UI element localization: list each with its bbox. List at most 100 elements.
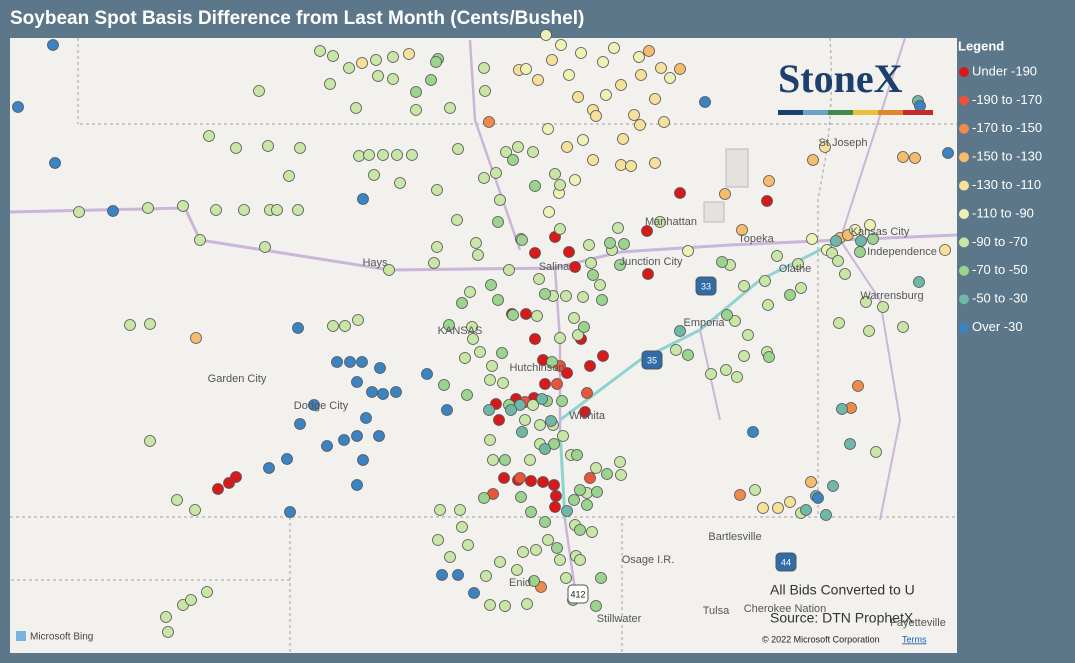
site-dot — [615, 79, 627, 91]
legend-label: -50 to -30 — [972, 291, 1028, 306]
site-dot — [805, 476, 817, 488]
site-dot — [492, 216, 504, 228]
site-dot — [569, 261, 581, 273]
site-dot — [390, 386, 402, 398]
site-dot — [443, 319, 455, 331]
site-dot — [833, 317, 845, 329]
site-dot — [643, 45, 655, 57]
map-background — [10, 38, 957, 653]
site-dot — [524, 454, 536, 466]
site-dot — [185, 594, 197, 606]
site-dot — [557, 430, 569, 442]
site-dot — [472, 249, 484, 261]
site-dot — [554, 223, 566, 235]
place-label: Hays — [362, 257, 388, 269]
site-dot — [633, 51, 645, 63]
site-dot — [590, 600, 602, 612]
site-dot — [761, 195, 773, 207]
legend-swatch — [959, 180, 969, 191]
site-dot — [574, 524, 586, 536]
highway-number: 44 — [781, 557, 791, 567]
site-dot — [614, 259, 626, 271]
highway-shield — [567, 584, 589, 604]
site-dot — [466, 321, 478, 333]
site-dot — [368, 169, 380, 181]
site-dot — [551, 378, 563, 390]
place-label: Topeka — [738, 233, 774, 245]
site-dot — [913, 276, 925, 288]
site-dot — [682, 349, 694, 361]
site-dot — [344, 356, 356, 368]
site-dot — [171, 494, 183, 506]
site-dot — [528, 575, 540, 587]
site-dot — [719, 188, 731, 200]
site-dot — [641, 225, 653, 237]
legend-swatch — [959, 123, 969, 134]
site-dot — [144, 435, 156, 447]
site-dot — [494, 194, 506, 206]
site-dot — [160, 611, 172, 623]
logo-stripe — [778, 110, 933, 115]
site-dot — [484, 434, 496, 446]
site-dot — [577, 134, 589, 146]
site-dot — [539, 288, 551, 300]
site-dot — [763, 175, 775, 187]
site-dot — [909, 152, 921, 164]
title: Soybean Spot Basis Difference from Last … — [10, 8, 584, 29]
site-dot — [107, 205, 119, 217]
site-dot — [649, 157, 661, 169]
site-dot — [512, 141, 524, 153]
site-dot — [284, 506, 296, 518]
site-dot — [292, 204, 304, 216]
site-dot — [372, 70, 384, 82]
site-dot — [615, 159, 627, 171]
highway-number: 33 — [701, 281, 711, 291]
site-dot — [452, 143, 464, 155]
site-dot — [654, 216, 666, 228]
site-dot — [441, 404, 453, 416]
site-dot — [177, 200, 189, 212]
site-dot — [356, 356, 368, 368]
site-dot — [351, 479, 363, 491]
site-dot — [500, 146, 512, 158]
site-dot — [587, 154, 599, 166]
site-dot — [478, 62, 490, 74]
legend-swatch — [959, 237, 969, 248]
site-dot — [860, 296, 872, 308]
legend-swatch — [959, 265, 969, 276]
place-label: Wichita — [569, 410, 606, 422]
site-dot — [734, 489, 746, 501]
site-dot — [812, 492, 824, 504]
site-dot — [468, 587, 480, 599]
bing-logo: Microsoft Bing — [30, 632, 93, 643]
site-dot — [366, 386, 378, 398]
site-dot — [569, 174, 581, 186]
site-dot — [516, 426, 528, 438]
terms-link[interactable]: Terms — [902, 634, 927, 644]
site-dot — [554, 554, 566, 566]
site-dot — [772, 502, 784, 514]
site-dot — [597, 56, 609, 68]
site-dot — [531, 310, 543, 322]
site-dot — [142, 202, 154, 214]
site-dot — [486, 360, 498, 372]
site-dot — [546, 356, 558, 368]
site-dot — [759, 275, 771, 287]
site-dot — [716, 256, 728, 268]
site-dot — [421, 368, 433, 380]
site-dot — [73, 206, 85, 218]
legend-label: -130 to -110 — [972, 177, 1041, 192]
site-dot — [560, 290, 572, 302]
site-dot — [352, 314, 364, 326]
site-dot — [503, 264, 515, 276]
site-dot — [507, 154, 519, 166]
site-dot — [830, 235, 842, 247]
site-dot — [771, 250, 783, 262]
place-label: Emporia — [684, 317, 726, 329]
site-dot — [461, 389, 473, 401]
site-dot — [742, 329, 754, 341]
site-dot — [162, 626, 174, 638]
site-dot — [827, 480, 839, 492]
place-label: Olathe — [779, 263, 811, 275]
place-label: Bartlesville — [708, 531, 761, 543]
